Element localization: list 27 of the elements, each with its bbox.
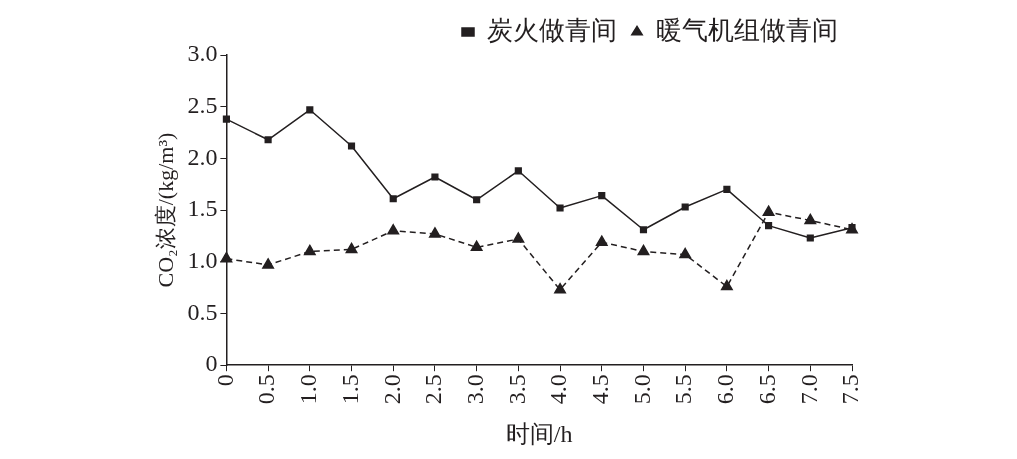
x-tick-label: 3.5 — [503, 374, 530, 405]
x-tick-label: 7.5 — [837, 374, 864, 405]
x-tick-label: 0 — [211, 374, 238, 387]
y-tick-label: 0 — [205, 350, 218, 377]
x-tick-label: 4.5 — [587, 374, 614, 405]
x-tick-label: 6.0 — [712, 374, 739, 405]
y-tick-label: 2.5 — [187, 92, 218, 118]
y-tick-label: 1.0 — [187, 247, 218, 274]
legend-label: 暖气机组做青间 — [656, 15, 838, 45]
x-tick-label: 2.0 — [378, 374, 405, 405]
x-tick-label: 3.0 — [461, 374, 488, 405]
x-tick-label: 2.5 — [420, 374, 447, 405]
y-tick-label: 3.0 — [187, 40, 218, 67]
y-tick-label: 0.5 — [187, 298, 218, 325]
x-tick-label: 6.5 — [753, 374, 780, 405]
x-axis-title: 时间/h — [505, 420, 573, 447]
legend-label: 炭火做青间 — [487, 15, 617, 45]
y-axis-title: CO₂浓度/(kg/m³) — [152, 132, 178, 288]
x-tick-label: 5.5 — [670, 374, 697, 405]
y-tick-label: 1.5 — [187, 195, 218, 222]
x-tick-label: 5.0 — [628, 374, 655, 405]
x-tick-label: 1.0 — [295, 374, 322, 405]
x-tick-label: 7.0 — [795, 374, 822, 405]
x-tick-label: 0.5 — [253, 374, 280, 405]
y-tick-label: 2.0 — [187, 143, 218, 170]
x-tick-label: 1.5 — [336, 374, 363, 405]
x-tick-label: 4.0 — [545, 374, 572, 405]
